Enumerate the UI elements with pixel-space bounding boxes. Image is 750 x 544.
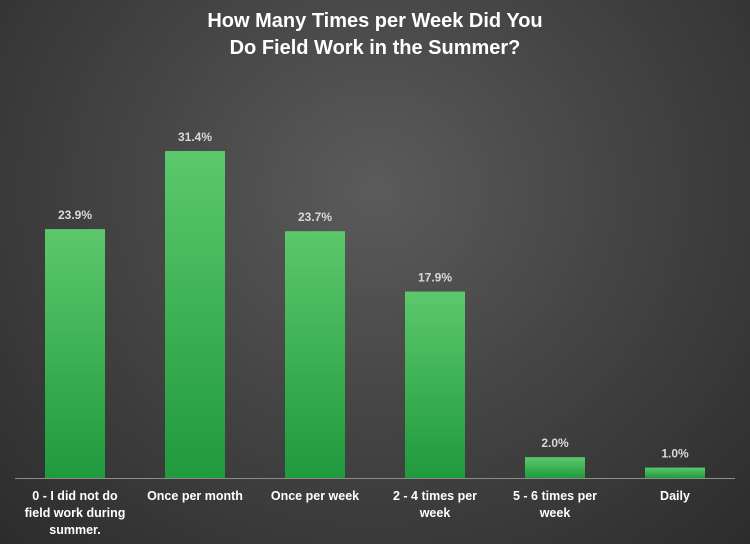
data-label-4: 2.0%: [541, 436, 569, 450]
bar-1: [165, 151, 225, 478]
category-label-0-line-1: field work during: [25, 506, 126, 520]
chart-title: How Many Times per Week Did You Do Field…: [0, 8, 750, 62]
category-label-1: Once per month: [147, 489, 243, 503]
data-label-0: 23.9%: [58, 208, 92, 222]
category-label-4: 5 - 6 times per week: [513, 489, 597, 520]
category-label-0: 0 - I did not do field work during summer.: [25, 489, 126, 537]
category-label-2-line-0: Once per week: [271, 489, 359, 503]
bar-3: [405, 291, 465, 478]
data-label-1: 31.4%: [178, 130, 212, 144]
bar-0: [45, 229, 105, 478]
category-label-3-line-0: 2 - 4 times per: [393, 489, 477, 503]
category-label-0-line-0: 0 - I did not do: [32, 489, 118, 503]
category-label-5-line-0: Daily: [660, 489, 690, 503]
chart-title-line-2: Do Field Work in the Summer?: [229, 37, 521, 59]
data-label-3: 17.9%: [418, 271, 452, 285]
bars-layer: [45, 151, 705, 478]
category-label-0-line-2: summer.: [49, 523, 100, 537]
bar-5: [645, 467, 705, 478]
category-label-4-line-1: week: [539, 506, 571, 520]
category-label-3-line-1: week: [419, 506, 451, 520]
category-label-3: 2 - 4 times per week: [393, 489, 477, 520]
data-labels-layer: 23.9% 31.4% 23.7% 17.9% 2.0% 1.0%: [58, 130, 689, 461]
category-label-4-line-0: 5 - 6 times per: [513, 489, 597, 503]
bar-2: [285, 231, 345, 478]
category-label-2: Once per week: [271, 489, 359, 503]
data-label-5: 1.0%: [661, 447, 689, 461]
data-label-2: 23.7%: [298, 210, 332, 224]
bar-4: [525, 457, 585, 478]
category-labels-layer: 0 - I did not do field work during summer.…: [25, 489, 690, 537]
chart-title-line-1: How Many Times per Week Did You: [207, 10, 543, 32]
category-label-1-line-0: Once per month: [147, 489, 243, 503]
category-label-5: Daily: [660, 489, 690, 503]
